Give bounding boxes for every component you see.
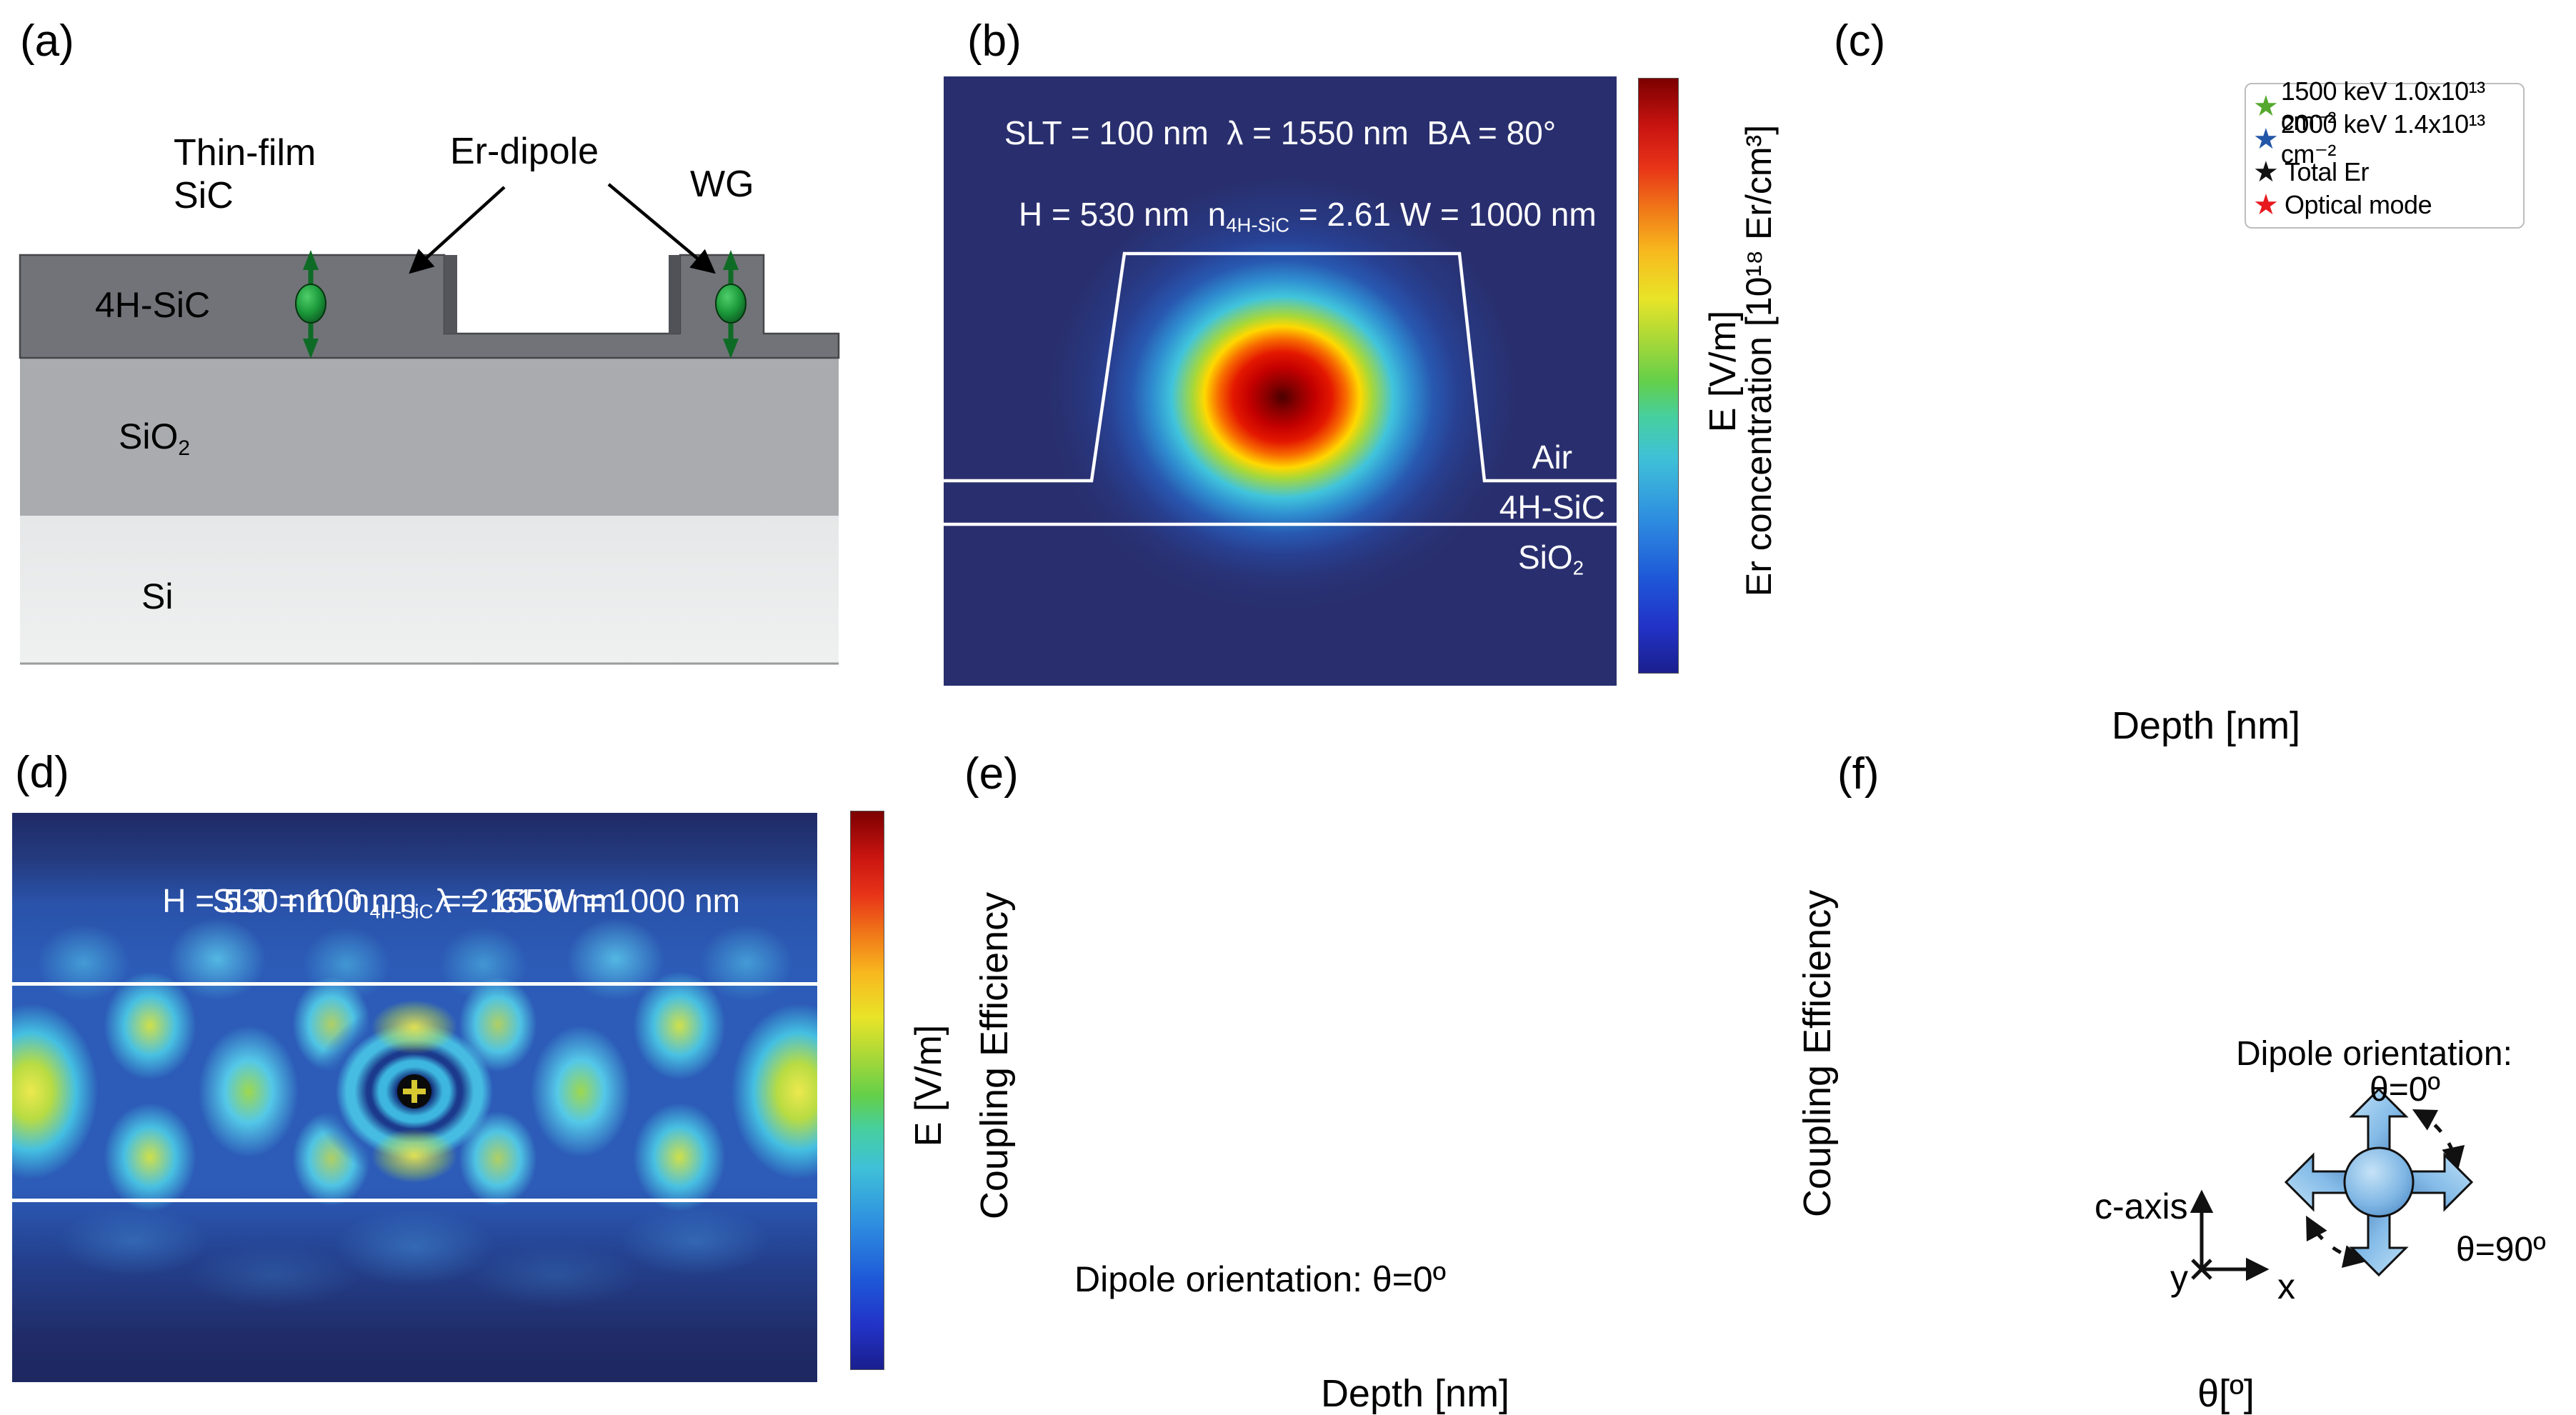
compass-ball xyxy=(2343,1146,2415,1218)
wg-label: WG xyxy=(690,164,754,205)
layer-sio2-shape xyxy=(20,358,839,516)
region-label-sic: 4H-SiC xyxy=(1499,489,1605,526)
legend-item-optical-mode: ★ Optical mode xyxy=(2253,189,2432,221)
legend-item-1500kev: ★ 1500 keV 1.0x10¹³ cm⁻² xyxy=(2253,76,2485,136)
panel-d-label: (d) xyxy=(15,748,69,797)
region-label-air: Air xyxy=(1532,439,1572,476)
panel-b-params-line1: SLT = 100 nm λ = 1550 nm BA = 80° xyxy=(1004,114,1557,151)
panel-f-ylabel: Coupling Efficiency xyxy=(1796,889,1839,1218)
panel-b: (b) xyxy=(929,0,1829,721)
panel-a: (a) xyxy=(0,0,893,714)
panel-c-legend: ★ 1500 keV 1.0x10¹³ cm⁻² ★ 2000 keV 1.4x10… xyxy=(2245,76,2525,229)
field-blob xyxy=(595,1195,795,1288)
star-icon: ★ xyxy=(2253,189,2279,221)
panel-b-params-line2: H = 530 nm n4H-SiC = 2.61 W = 1000 nm xyxy=(1018,196,1597,236)
y-axis-symbol: y xyxy=(2170,1258,2188,1298)
slab-bottom-line xyxy=(12,1199,817,1202)
er-dipole-marker-wg xyxy=(715,250,747,359)
panel-f-plot xyxy=(2190,1087,2474,1281)
layer-label-sio2: SiO2 xyxy=(119,416,191,460)
waveguide-outline xyxy=(944,251,1617,526)
panel-a-label: (a) xyxy=(20,16,74,66)
layer-label-si: Si xyxy=(141,576,174,616)
inset-title: Dipole orientation: xyxy=(2236,1035,2512,1073)
colorbar-b xyxy=(1638,78,1679,674)
thin-film-label: Thin-film SiC xyxy=(174,132,316,216)
colorbar-d-label: E [V/m] xyxy=(908,1024,949,1147)
panel-c-xlabel: Depth [nm] xyxy=(2111,704,2301,747)
panel-e-label: (e) xyxy=(964,749,1019,799)
dipole-compass xyxy=(2284,1087,2474,1277)
slab-top-line xyxy=(12,982,817,986)
region-label-sio2: SiO2 xyxy=(1517,539,1584,579)
legend-item-total-er: ★ Total Er xyxy=(2253,156,2370,189)
colorbar-d xyxy=(850,811,884,1370)
wg-left-wall xyxy=(669,255,680,334)
field-blob xyxy=(159,1233,388,1319)
rotation-arc-top-right xyxy=(2412,1109,2465,1171)
er-dipole-arrow-left xyxy=(409,186,506,274)
panel-c-label: (c) xyxy=(1834,16,1886,66)
inset-theta0-label: θ=0º xyxy=(2370,1071,2440,1109)
panel-d-params-line1: H = 530 nm n4H-SiC = 2.61 W = 1000 nm xyxy=(162,882,740,923)
dipole-source-marker xyxy=(397,1074,431,1109)
field-blob xyxy=(717,984,817,1199)
panel-e-plot xyxy=(950,736,1843,1415)
field-blob xyxy=(441,1233,669,1319)
panel-e-xlabel: Depth [nm] xyxy=(1320,1372,1510,1415)
star-icon: ★ xyxy=(2253,156,2279,189)
panel-f-label: (f) xyxy=(1837,749,1879,799)
panel-b-field-image: SLT = 100 nm λ = 1550 nm BA = 80° H = 53… xyxy=(944,76,1617,686)
star-icon: ★ xyxy=(2253,90,2279,123)
panel-e-annotation: Dipole orientation: θ=0º xyxy=(1074,1259,1446,1299)
sic-step-wall xyxy=(444,255,457,334)
c-axis-frame xyxy=(2190,1189,2270,1281)
panel-b-label: (b) xyxy=(967,16,1022,66)
panel-d-params-line2: SLT = 100 nm λ = 1550 nm xyxy=(212,882,617,919)
c-axis-label: c-axis xyxy=(2095,1186,2188,1226)
legend-item-2000kev: ★ 2000 keV 1.4x10¹³ cm⁻² xyxy=(2253,109,2485,169)
er-dipole-arrow-right xyxy=(607,183,716,274)
field-blob xyxy=(307,1195,521,1299)
field-blob xyxy=(34,1195,234,1288)
layer-si-shape xyxy=(20,516,839,665)
layer-label-sic: 4H-SiC xyxy=(95,285,211,325)
x-axis-symbol: x xyxy=(2277,1266,2295,1306)
er-dipole-label: Er-dipole xyxy=(450,131,599,172)
inset-theta90-label: θ=90º xyxy=(2456,1231,2546,1269)
star-icon: ★ xyxy=(2253,123,2279,156)
panel-c-ylabel: Er concentration [10¹⁸ Er/cm³] xyxy=(1739,124,1779,597)
panel-f-xlabel: θ[º] xyxy=(2197,1372,2255,1415)
rotation-arc-bottom-left xyxy=(2306,1215,2367,1269)
panel-d-field-image: H = 530 nm n4H-SiC = 2.61 W = 1000 nm SL… xyxy=(12,813,817,1382)
er-dipole-marker-film xyxy=(295,250,326,359)
dipole-cross-v xyxy=(411,1080,417,1103)
panel-a-schematic xyxy=(19,183,840,665)
panel-e-ylabel: Coupling Efficiency xyxy=(973,891,1016,1220)
